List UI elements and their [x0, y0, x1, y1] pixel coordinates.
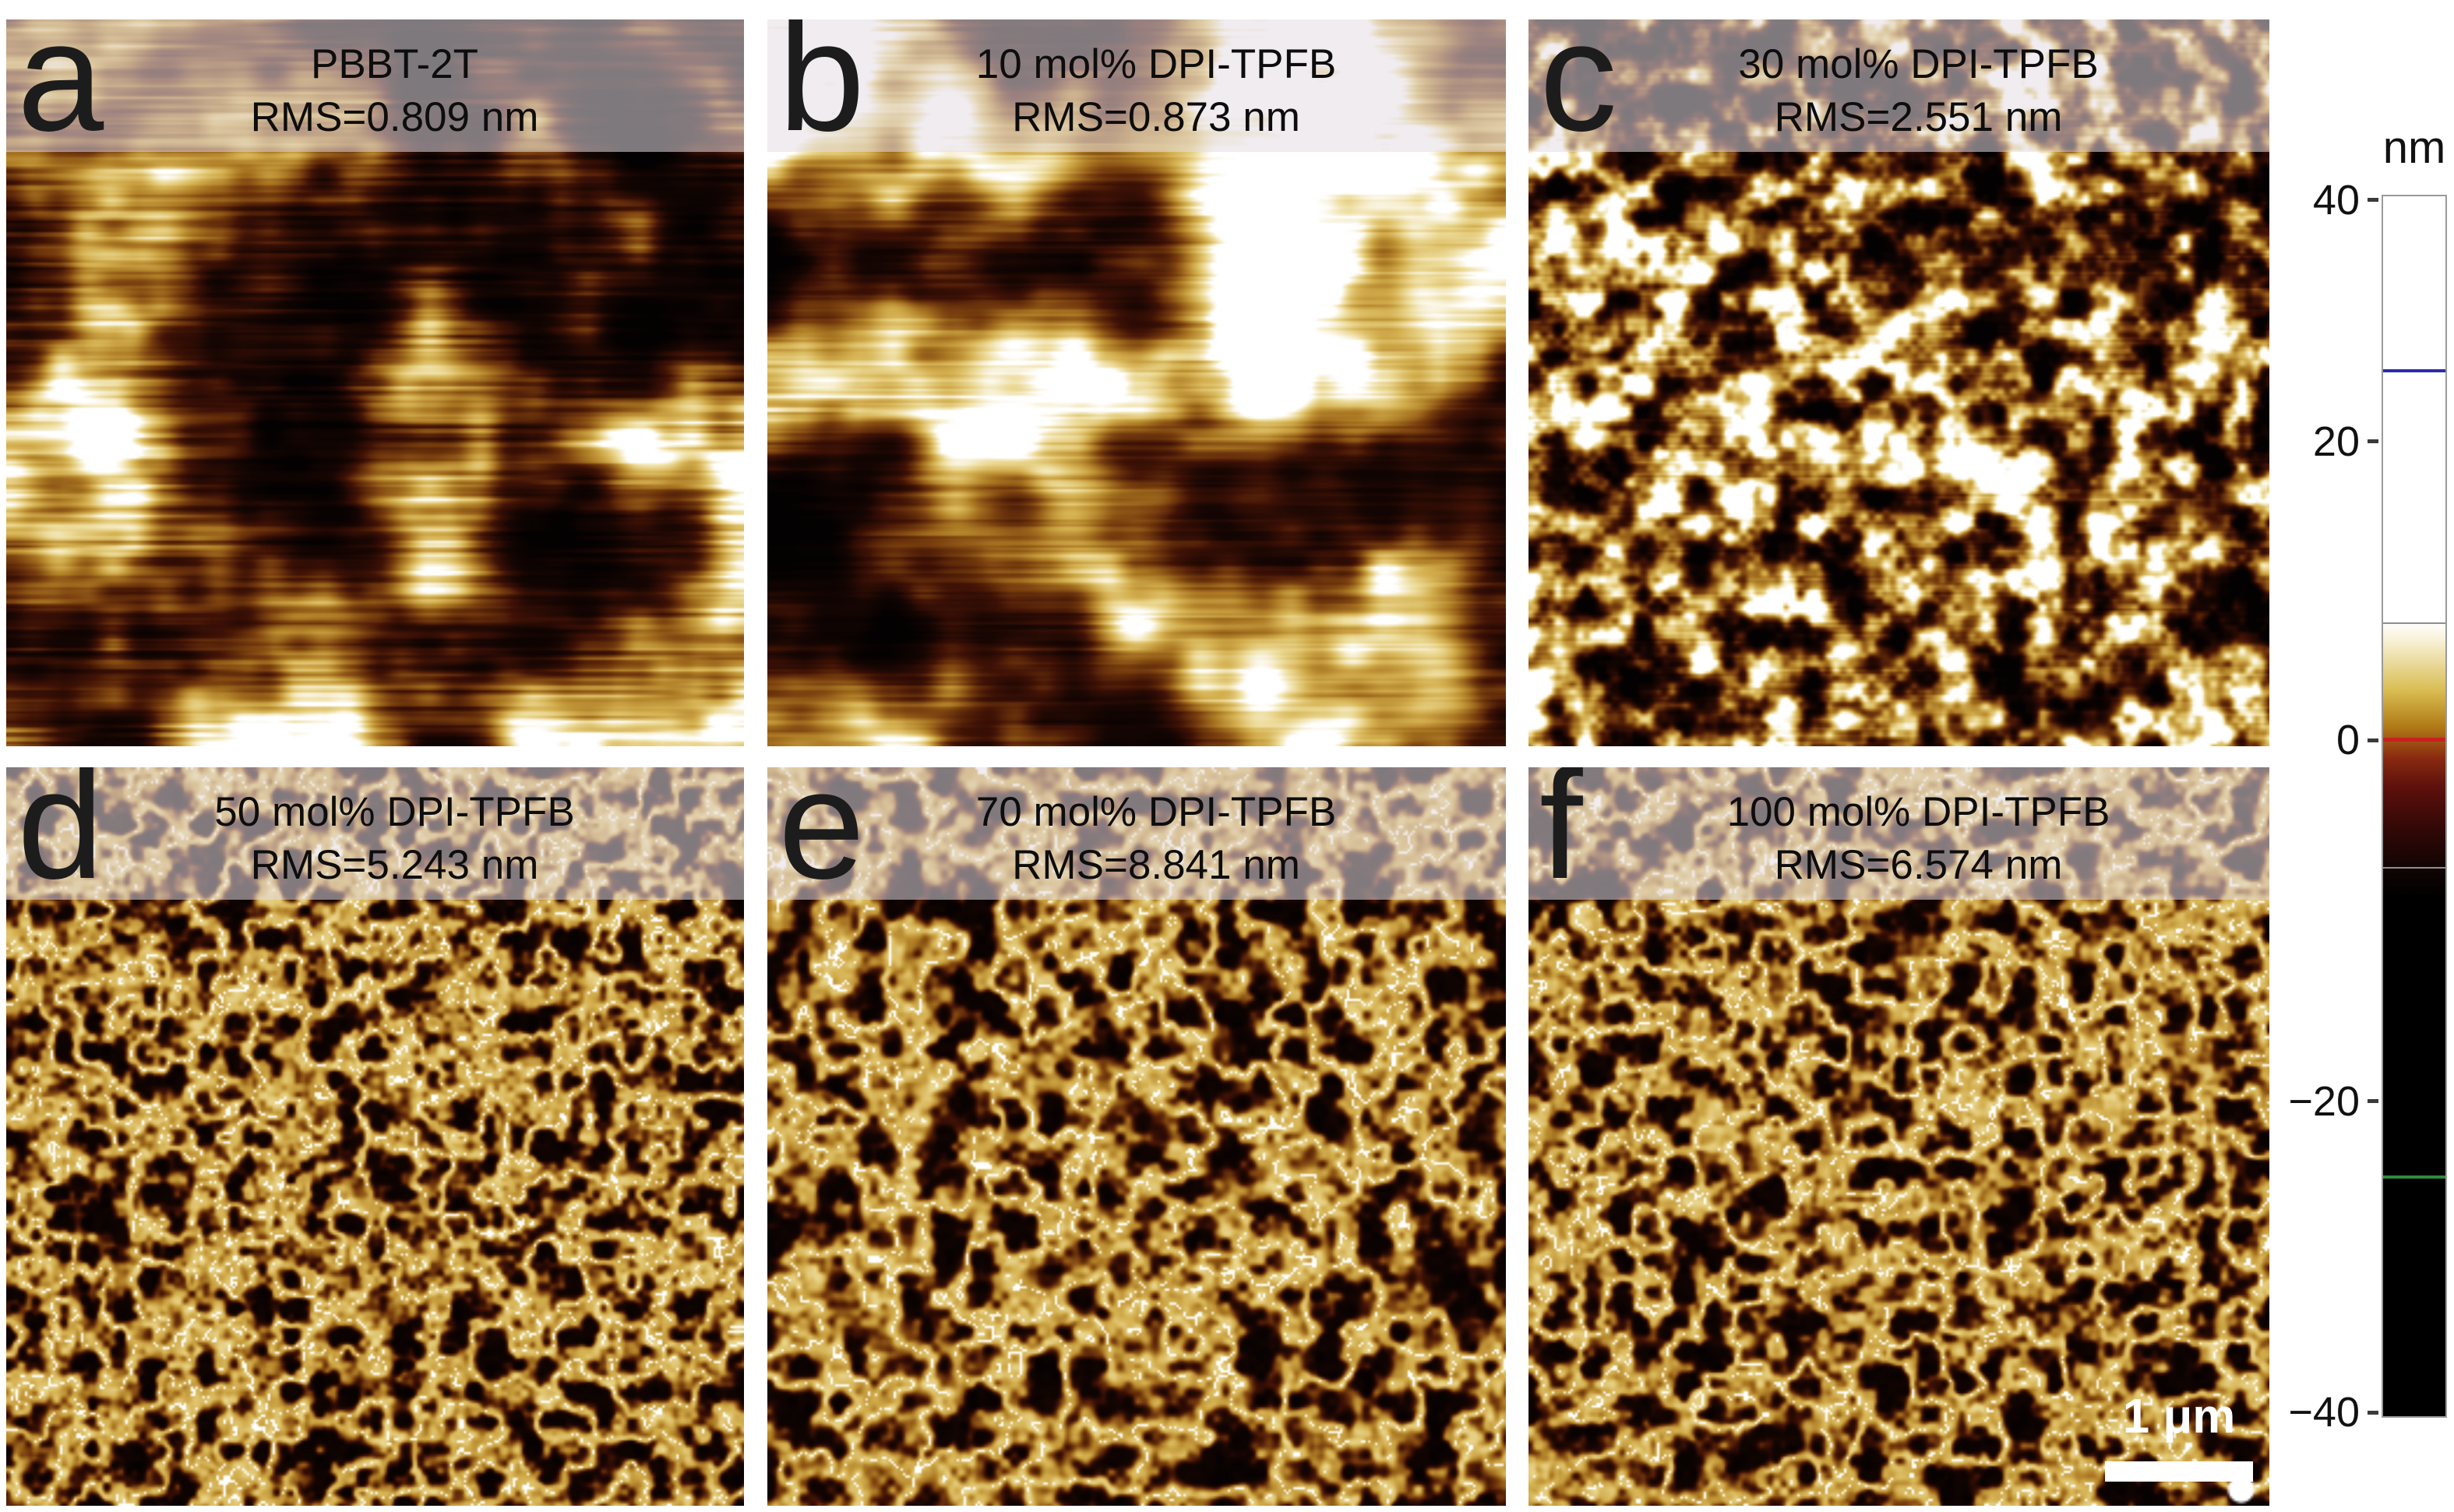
colorbar-tick-0: 0: [2258, 716, 2383, 764]
panel-d-rms: RMS=5.243 nm: [250, 841, 539, 888]
colorbar-tick-20: 20: [2258, 418, 2383, 466]
colorbar-tick-neg40: −40: [2258, 1388, 2383, 1436]
scalebar: [2105, 1461, 2253, 1482]
colorbar-marker-blue: [2383, 369, 2445, 373]
tick-dash: [2368, 439, 2378, 444]
panel-d-title: 50 mol% DPI-TPFB: [214, 789, 575, 835]
panel-b-rms: RMS=0.873 nm: [1012, 93, 1300, 140]
panel-f-header: 100 mol% DPI-TPFB RMS=6.574 nm: [1575, 786, 2262, 892]
colorbar-marker-red: [2383, 738, 2445, 742]
panel-b-letter: b: [778, 19, 866, 164]
colorbar-tick-label: −20: [2288, 1077, 2360, 1125]
scalebar-label: 1 μm: [2122, 1390, 2236, 1443]
panel-c-header: 30 mol% DPI-TPFB RMS=2.551 nm: [1575, 38, 2262, 144]
panel-f: f 100 mol% DPI-TPFB RMS=6.574 nm 1 μm: [1528, 767, 2269, 1506]
panel-b-header: 10 mol% DPI-TPFB RMS=0.873 nm: [814, 38, 1498, 144]
panel-f-title: 100 mol% DPI-TPFB: [1726, 789, 2110, 835]
panel-f-label-band: f 100 mol% DPI-TPFB RMS=6.574 nm: [1528, 767, 2269, 911]
tick-dash: [2368, 738, 2378, 742]
colorbar-marker-green: [2383, 1175, 2445, 1179]
panel-c-label-band: c 30 mol% DPI-TPFB RMS=2.551 nm: [1528, 19, 2269, 164]
panel-e: e 70 mol% DPI-TPFB RMS=8.841 nm: [767, 767, 1506, 1506]
colorbar-tick-label: 0: [2336, 717, 2360, 764]
panel-d: d 50 mol% DPI-TPFB RMS=5.243 nm: [6, 767, 744, 1506]
panel-e-label-band: e 70 mol% DPI-TPFB RMS=8.841 nm: [767, 767, 1506, 911]
panel-a-rms: RMS=0.809 nm: [250, 93, 539, 140]
panel-f-letter: f: [1539, 767, 1583, 911]
colorbar-unit-label: nm: [2382, 122, 2446, 173]
panel-a: a PBBT-2T RMS=0.809 nm: [6, 19, 744, 746]
panel-a-header: PBBT-2T RMS=0.809 nm: [53, 38, 736, 144]
panel-b-title: 10 mol% DPI-TPFB: [975, 41, 1337, 87]
panel-e-rms: RMS=8.841 nm: [1012, 841, 1300, 888]
panel-e-title: 70 mol% DPI-TPFB: [975, 789, 1337, 835]
panel-f-rms: RMS=6.574 nm: [1774, 841, 2063, 888]
colorbar: 40 20 0 −20 −40: [2288, 177, 2447, 1436]
panel-c-rms: RMS=2.551 nm: [1774, 93, 2063, 140]
colorbar-segment-line-bottom: [2383, 867, 2445, 869]
panel-c-title: 30 mol% DPI-TPFB: [1738, 41, 2099, 87]
panel-e-letter: e: [778, 767, 866, 911]
panel-d-letter: d: [17, 767, 104, 911]
colorbar-tick-neg20: −20: [2258, 1077, 2383, 1126]
colorbar-segment-line-top: [2383, 622, 2445, 624]
panel-d-label-band: d 50 mol% DPI-TPFB RMS=5.243 nm: [6, 767, 744, 911]
colorbar-tick-label: 40: [2312, 176, 2360, 224]
panel-d-header: 50 mol% DPI-TPFB RMS=5.243 nm: [53, 786, 736, 892]
colorbar-tick-label: −40: [2288, 1389, 2360, 1436]
panel-b-label-band: b 10 mol% DPI-TPFB RMS=0.873 nm: [767, 19, 1506, 164]
panel-a-label-band: a PBBT-2T RMS=0.809 nm: [6, 19, 744, 164]
colorbar-tick-40: 40: [2258, 176, 2383, 224]
tick-dash: [2368, 1099, 2378, 1104]
tick-dash: [2368, 198, 2378, 203]
tick-dash: [2368, 1410, 2378, 1415]
panel-c: c 30 mol% DPI-TPFB RMS=2.551 nm: [1528, 19, 2269, 746]
panel-c-letter: c: [1539, 19, 1617, 164]
panel-a-title: PBBT-2T: [310, 41, 478, 87]
colorbar-tick-label: 20: [2312, 418, 2360, 465]
panel-e-header: 70 mol% DPI-TPFB RMS=8.841 nm: [814, 786, 1498, 892]
panel-a-letter: a: [17, 19, 104, 164]
panel-b: b 10 mol% DPI-TPFB RMS=0.873 nm: [767, 19, 1506, 746]
